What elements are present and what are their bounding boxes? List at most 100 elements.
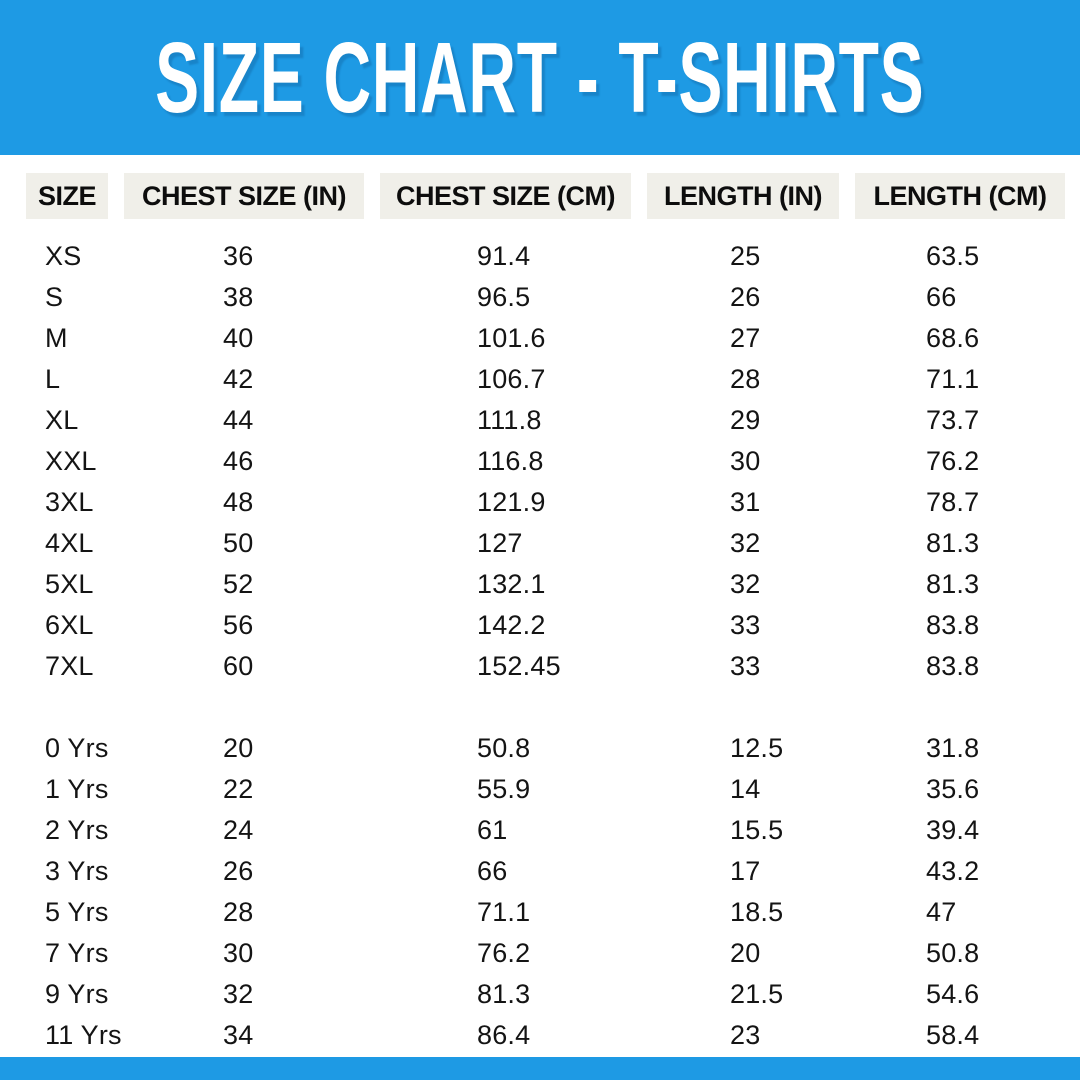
- cell-size: 7 Yrs: [45, 938, 109, 968]
- cell-chest-cm: 66: [477, 856, 508, 886]
- bottom-accent-bar: [0, 1057, 1080, 1080]
- cell-size: M: [45, 323, 68, 353]
- cell-size: 4XL: [45, 528, 94, 558]
- cell-length-in: 32: [730, 569, 761, 599]
- cell-chest-in: 56: [223, 610, 254, 640]
- cell-size: 3XL: [45, 487, 94, 517]
- cell-length-cm: 50.8: [926, 938, 980, 968]
- cell-length-cm: 68.6: [926, 323, 980, 353]
- cell-length-in: 20: [730, 938, 761, 968]
- cell-length-cm: 47: [926, 897, 957, 927]
- cell-chest-cm: 101.6: [477, 323, 546, 353]
- page-title: SIZE CHART - T-SHIRTS: [155, 21, 925, 134]
- cell-chest-cm: 106.7: [477, 364, 546, 394]
- table-row: 9 Yrs 32 81.3 21.5 54.6: [26, 974, 1065, 1015]
- cell-length-cm: 39.4: [926, 815, 980, 845]
- table-row: 2 Yrs 24 61 15.5 39.4: [26, 810, 1065, 851]
- cell-size: L: [45, 364, 61, 394]
- cell-length-cm: 83.8: [926, 651, 980, 681]
- table-row: XS 36 91.4 25 63.5: [26, 236, 1065, 277]
- table-row: 7XL 60 152.45 33 83.8: [26, 646, 1065, 687]
- column-header-length-cm: LENGTH (CM): [855, 173, 1065, 219]
- cell-chest-in: 60: [223, 651, 254, 681]
- cell-length-cm: 73.7: [926, 405, 980, 435]
- cell-size: XL: [45, 405, 79, 435]
- cell-chest-cm: 86.4: [477, 1020, 531, 1050]
- cell-length-cm: 71.1: [926, 364, 980, 394]
- section-gap: [26, 687, 1065, 728]
- title-banner: SIZE CHART - T-SHIRTS: [0, 0, 1080, 155]
- table-row: 0 Yrs 20 50.8 12.5 31.8: [26, 728, 1065, 769]
- column-header-chest-cm: CHEST SIZE (CM): [380, 173, 631, 219]
- size-table: SIZE CHEST SIZE (IN) CHEST SIZE (CM) LEN…: [26, 173, 1065, 1056]
- table-row: 3 Yrs 26 66 17 43.2: [26, 851, 1065, 892]
- cell-size: XXL: [45, 446, 97, 476]
- cell-length-in: 26: [730, 282, 761, 312]
- cell-chest-cm: 111.8: [477, 405, 542, 435]
- cell-length-cm: 63.5: [926, 241, 980, 271]
- table-row: XL 44 111.8 29 73.7: [26, 400, 1065, 441]
- table-row: 4XL 50 127 32 81.3: [26, 523, 1065, 564]
- cell-chest-cm: 61: [477, 815, 508, 845]
- cell-size: 5XL: [45, 569, 94, 599]
- cell-chest-in: 40: [223, 323, 254, 353]
- table-row: S 38 96.5 26 66: [26, 277, 1065, 318]
- cell-chest-cm: 96.5: [477, 282, 531, 312]
- cell-size: XS: [45, 241, 82, 271]
- cell-chest-cm: 50.8: [477, 733, 531, 763]
- cell-chest-cm: 121.9: [477, 487, 546, 517]
- cell-size: S: [45, 282, 64, 312]
- cell-chest-cm: 91.4: [477, 241, 531, 271]
- cell-length-cm: 76.2: [926, 446, 980, 476]
- table-row: 3XL 48 121.9 31 78.7: [26, 482, 1065, 523]
- column-header-chest-in: CHEST SIZE (IN): [124, 173, 364, 219]
- cell-chest-cm: 142.2: [477, 610, 546, 640]
- cell-chest-in: 36: [223, 241, 254, 271]
- cell-length-cm: 43.2: [926, 856, 980, 886]
- cell-length-in: 21.5: [730, 979, 784, 1009]
- cell-size: 0 Yrs: [45, 733, 109, 763]
- cell-chest-cm: 116.8: [477, 446, 544, 476]
- cell-length-in: 31: [730, 487, 761, 517]
- cell-size: 1 Yrs: [45, 774, 109, 804]
- table-row: L 42 106.7 28 71.1: [26, 359, 1065, 400]
- cell-length-in: 23: [730, 1020, 761, 1050]
- cell-chest-in: 46: [223, 446, 254, 476]
- cell-length-cm: 78.7: [926, 487, 980, 517]
- cell-chest-in: 42: [223, 364, 254, 394]
- cell-length-in: 14: [730, 774, 761, 804]
- cell-chest-cm: 132.1: [477, 569, 546, 599]
- cell-length-in: 28: [730, 364, 761, 394]
- table-row: M 40 101.6 27 68.6: [26, 318, 1065, 359]
- cell-chest-in: 34: [223, 1020, 254, 1050]
- cell-chest-in: 22: [223, 774, 254, 804]
- cell-length-cm: 83.8: [926, 610, 980, 640]
- cell-size: 5 Yrs: [45, 897, 109, 927]
- cell-length-in: 32: [730, 528, 761, 558]
- cell-chest-in: 26: [223, 856, 254, 886]
- cell-length-in: 15.5: [730, 815, 784, 845]
- cell-length-in: 30: [730, 446, 761, 476]
- cell-chest-cm: 55.9: [477, 774, 531, 804]
- table-row: 5 Yrs 28 71.1 18.5 47: [26, 892, 1065, 933]
- cell-chest-cm: 127: [477, 528, 523, 558]
- cell-chest-cm: 81.3: [477, 979, 531, 1009]
- cell-length-cm: 66: [926, 282, 957, 312]
- cell-length-cm: 58.4: [926, 1020, 980, 1050]
- table-row: 11 Yrs 34 86.4 23 58.4: [26, 1015, 1065, 1056]
- column-header-length-in: LENGTH (IN): [647, 173, 839, 219]
- table-row: XXL 46 116.8 30 76.2: [26, 441, 1065, 482]
- table-row: 7 Yrs 30 76.2 20 50.8: [26, 933, 1065, 974]
- table-body: XS 36 91.4 25 63.5 S 38 96.5 26 66 M 40 101.6 27 68.6 L…: [26, 236, 1065, 1056]
- cell-length-in: 25: [730, 241, 761, 271]
- cell-chest-in: 50: [223, 528, 254, 558]
- cell-chest-in: 38: [223, 282, 254, 312]
- cell-chest-in: 44: [223, 405, 254, 435]
- cell-chest-in: 52: [223, 569, 254, 599]
- cell-chest-in: 28: [223, 897, 254, 927]
- cell-chest-cm: 76.2: [477, 938, 531, 968]
- cell-size: 11 Yrs: [45, 1020, 122, 1050]
- cell-length-in: 33: [730, 610, 761, 640]
- cell-length-in: 27: [730, 323, 761, 353]
